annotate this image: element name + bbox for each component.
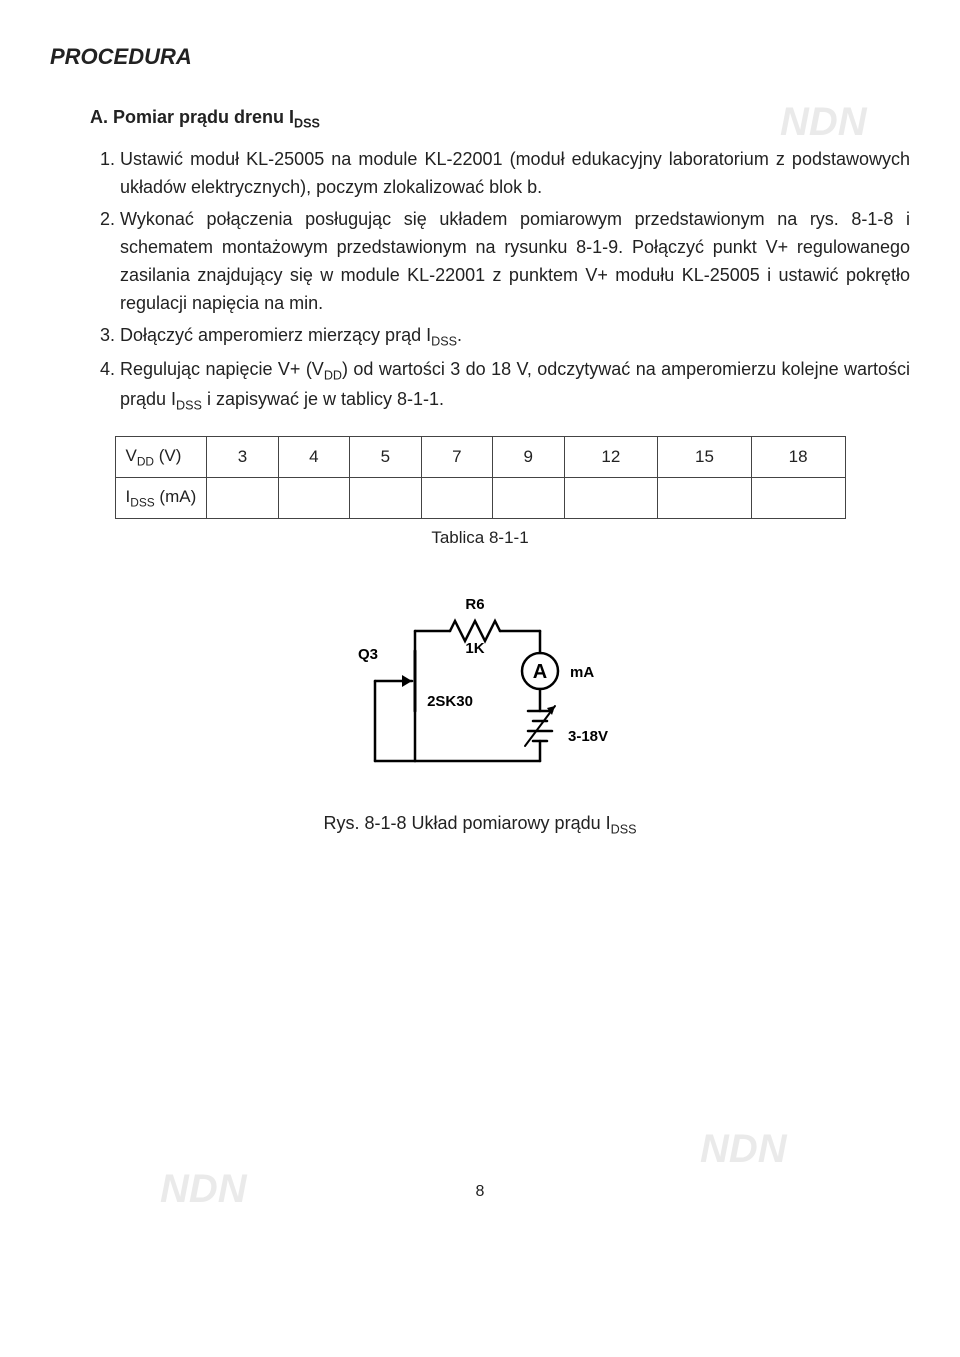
cell bbox=[658, 477, 752, 518]
cell bbox=[751, 477, 845, 518]
cell: 4 bbox=[278, 436, 349, 477]
fig-caption-text: Rys. 8-1-8 Układ pomiarowy prądu I bbox=[323, 813, 610, 833]
svg-text:3-18V: 3-18V bbox=[568, 728, 608, 745]
step-1: Ustawić moduł KL-25005 na module KL-2200… bbox=[120, 146, 910, 202]
schematic-diagram: A R6 1K Q3 2SK30 mA 3-18V bbox=[340, 591, 620, 790]
cell: 12 bbox=[564, 436, 658, 477]
section-label: A. Pomiar prądu drenu I bbox=[90, 107, 294, 127]
cell: 18 bbox=[751, 436, 845, 477]
cell bbox=[207, 477, 278, 518]
procedure-list: Ustawić moduł KL-25005 na module KL-2200… bbox=[90, 146, 910, 416]
table-caption: Tablica 8-1-1 bbox=[50, 525, 910, 551]
cell: 3 bbox=[207, 436, 278, 477]
svg-text:A: A bbox=[533, 661, 547, 683]
cell bbox=[278, 477, 349, 518]
step-4: Regulując napięcie V+ (VDD) od wartości … bbox=[120, 356, 910, 416]
fig-caption-sub: DSS bbox=[611, 822, 637, 836]
step-2: Wykonać połączenia posługując się układe… bbox=[120, 206, 910, 318]
svg-text:1K: 1K bbox=[465, 640, 484, 657]
svg-text:NDN: NDN bbox=[700, 1127, 788, 1171]
page-title: PROCEDURA bbox=[50, 40, 910, 74]
svg-text:Q3: Q3 bbox=[358, 646, 378, 663]
table-row: IDSS (mA) bbox=[115, 477, 845, 518]
cell bbox=[564, 477, 658, 518]
cell bbox=[493, 477, 564, 518]
cell bbox=[350, 477, 421, 518]
figure-caption: Rys. 8-1-8 Układ pomiarowy prądu IDSS bbox=[50, 810, 910, 840]
data-table: VDD (V) 3 4 5 7 9 12 15 18 IDSS (mA) bbox=[115, 436, 846, 519]
svg-text:mA: mA bbox=[570, 664, 594, 681]
cell bbox=[421, 477, 492, 518]
watermark: NDN bbox=[700, 1117, 820, 1177]
svg-text:R6: R6 bbox=[465, 596, 484, 613]
cell: 5 bbox=[350, 436, 421, 477]
page-number: 8 bbox=[50, 1180, 910, 1205]
section-label-sub: DSS bbox=[294, 117, 320, 131]
svg-text:2SK30: 2SK30 bbox=[427, 693, 473, 710]
cell: 9 bbox=[493, 436, 564, 477]
step-3: Dołączyć amperomierz mierzący prąd IDSS. bbox=[120, 322, 910, 352]
cell: 15 bbox=[658, 436, 752, 477]
row2-label: IDSS (mA) bbox=[115, 477, 207, 518]
cell: 7 bbox=[421, 436, 492, 477]
row1-label: VDD (V) bbox=[115, 436, 207, 477]
section-heading: A. Pomiar prądu drenu IDSS bbox=[90, 104, 910, 134]
table-row: VDD (V) 3 4 5 7 9 12 15 18 bbox=[115, 436, 845, 477]
